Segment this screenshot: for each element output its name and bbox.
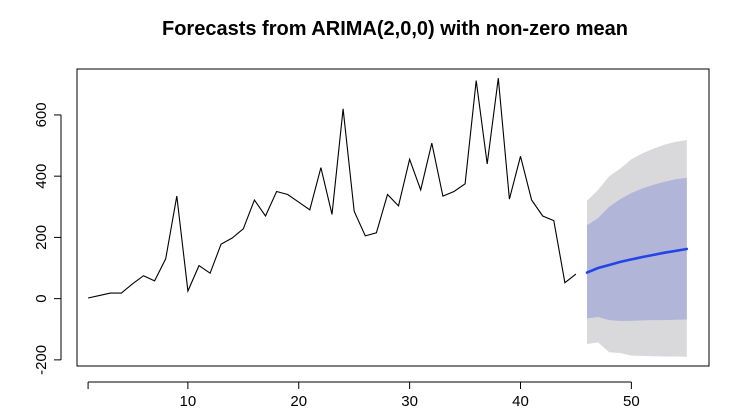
y-tick-label: -200 [33, 345, 50, 375]
series-lines [87, 78, 689, 299]
chart-title: Forecasts from ARIMA(2,0,0) with non-zer… [162, 18, 628, 40]
x-tick-label: 20 [290, 393, 307, 410]
observed-series-line [87, 78, 577, 299]
x-tick-label: 10 [180, 393, 197, 410]
prediction-intervals [587, 140, 687, 357]
x-tick-label: 50 [623, 393, 640, 410]
y-tick-label: 0 [33, 294, 50, 302]
interval-80-band [587, 177, 687, 321]
plot-frame [76, 68, 710, 367]
forecast-mean-line [585, 247, 689, 274]
y-tick-label: 200 [33, 225, 50, 250]
x-tick-label: 30 [401, 393, 418, 410]
x-tick-label: 40 [512, 393, 529, 410]
y-tick-label: 600 [33, 102, 50, 127]
y-tick-label: 400 [33, 164, 50, 189]
axes: 10 20 30 40 50 -200 0 200 400 600 [33, 102, 640, 410]
